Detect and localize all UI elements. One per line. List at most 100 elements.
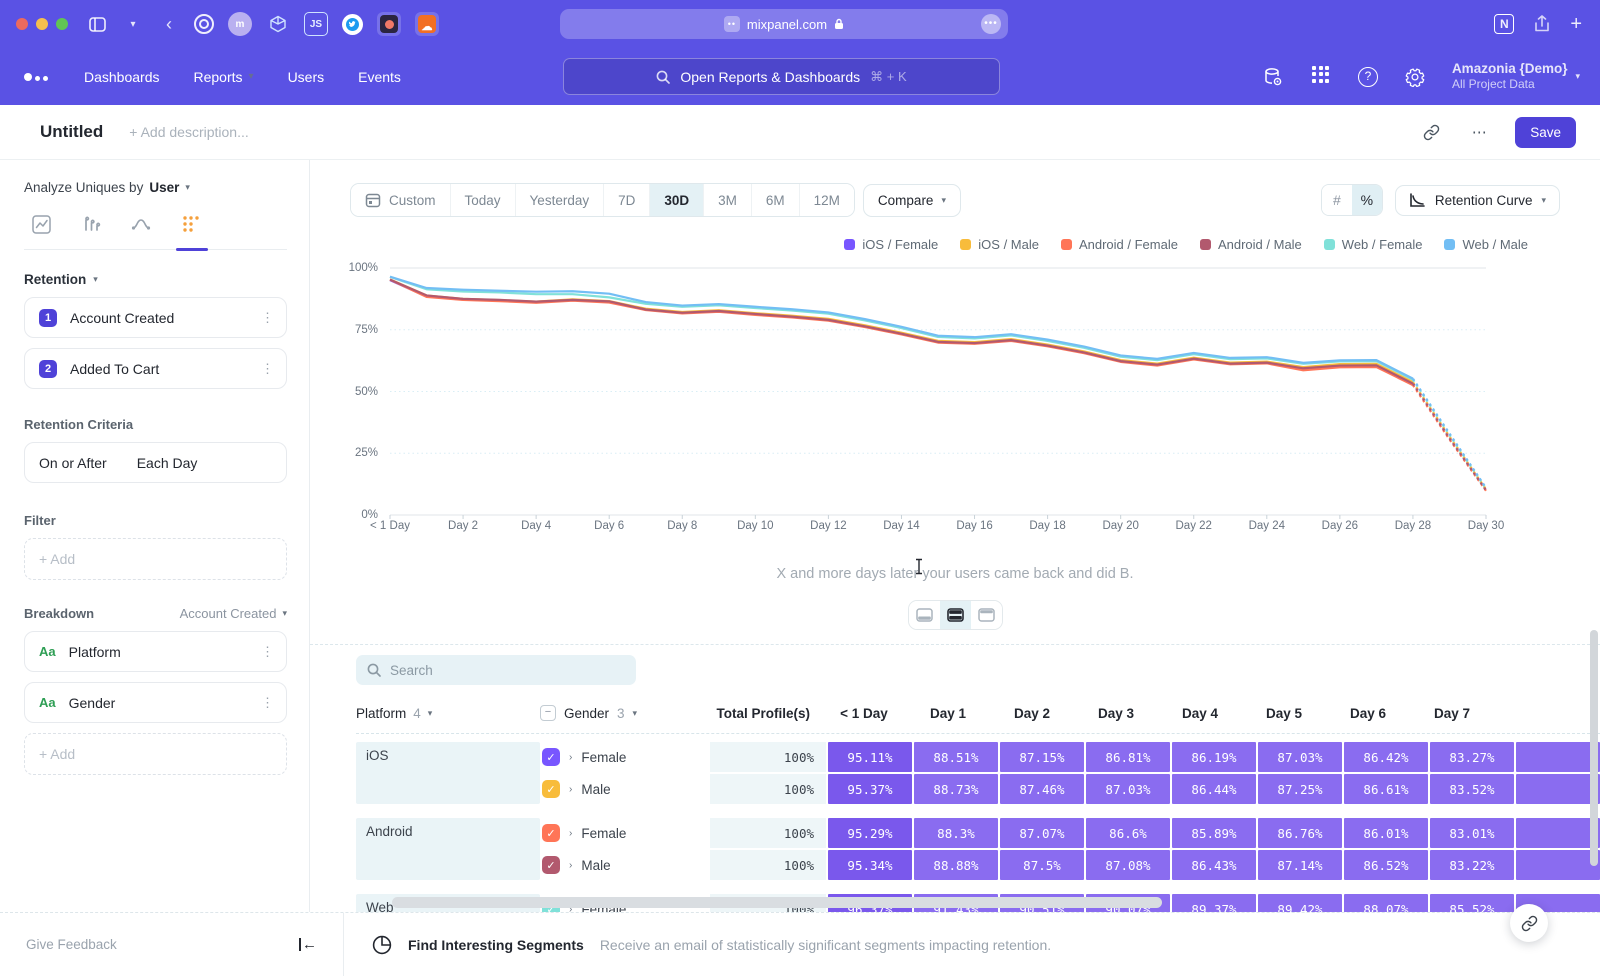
bird-icon[interactable]	[342, 13, 363, 35]
retention-value-cell[interactable]: 86.43%	[1172, 850, 1256, 880]
report-title[interactable]: Untitled	[40, 122, 104, 141]
retention-step-2[interactable]: 2 Added To Cart ⋮	[24, 348, 287, 389]
platform-column-header[interactable]: Platform 4 ▾	[356, 706, 540, 721]
series-line[interactable]	[389, 279, 1414, 384]
day-column-header[interactable]: Day 2	[1013, 705, 1051, 721]
expand-row-icon[interactable]: ›	[569, 903, 573, 915]
more-actions-button[interactable]: ⋯	[1471, 124, 1487, 141]
notion-icon[interactable]: N	[1494, 14, 1515, 34]
day-column-header[interactable]: Day 5	[1265, 705, 1303, 721]
platform-cell[interactable]: iOS	[356, 742, 540, 804]
gender-cell[interactable]: ✓ › Female	[542, 818, 708, 848]
tab-retention[interactable]	[174, 211, 208, 237]
nav-link-users[interactable]: Users	[287, 68, 325, 85]
gender-column-header[interactable]: − Gender 3 ▾	[540, 705, 706, 721]
day-column-header[interactable]: < 1 Day	[840, 705, 888, 721]
date-range-custom[interactable]: Custom	[351, 184, 451, 216]
series-checkbox[interactable]: ✓	[542, 856, 560, 874]
select-all-checkbox[interactable]: −	[540, 705, 556, 721]
share-icon[interactable]	[1534, 15, 1550, 33]
global-search-input[interactable]: Open Reports & Dashboards ⌘ + K	[563, 58, 1000, 95]
retention-value-cell[interactable]: 86.44%	[1172, 774, 1256, 804]
nav-link-reports[interactable]: Reports ▾	[193, 68, 254, 85]
nav-link-dashboards[interactable]: Dashboards	[84, 68, 160, 85]
give-feedback-link[interactable]: Give Feedback	[26, 937, 117, 952]
soundcloud-icon[interactable]: ☁	[415, 12, 439, 36]
apps-grid-icon[interactable]	[1310, 65, 1332, 88]
retention-value-cell[interactable]: 87.15%	[1000, 742, 1084, 772]
add-description-field[interactable]: + Add description...	[129, 124, 249, 140]
retention-value-cell[interactable]: 86.61%	[1344, 774, 1428, 804]
add-breakdown-button[interactable]: + Add	[24, 733, 287, 775]
expand-row-icon[interactable]: ›	[569, 751, 573, 763]
legend-item[interactable]: Android / Male	[1199, 237, 1302, 252]
gender-cell[interactable]: ✓ › Male	[542, 774, 708, 804]
date-range-7d[interactable]: 7D	[604, 184, 651, 216]
retention-value-cell[interactable]: 87.14%	[1258, 850, 1342, 880]
day-column-header[interactable]: Day 1	[929, 705, 967, 721]
date-range-12m[interactable]: 12M	[799, 184, 854, 216]
retention-criteria-card[interactable]: On or After Each Day	[24, 442, 287, 483]
help-icon[interactable]: ?	[1357, 66, 1378, 87]
date-range-30d[interactable]: 30D	[650, 184, 705, 216]
retention-value-cell[interactable]: 95.37%	[828, 774, 912, 804]
tab-funnels[interactable]	[74, 211, 108, 237]
total-profiles-header[interactable]: Total Profile(s)	[716, 705, 810, 721]
back-icon[interactable]: ‹	[166, 13, 172, 34]
criteria-each-day[interactable]: Each Day	[136, 454, 198, 471]
date-range-yesterday[interactable]: Yesterday	[515, 184, 605, 216]
collapse-sidebar-icon[interactable]: ←	[299, 936, 317, 953]
kebab-menu-icon[interactable]: ⋮	[261, 360, 274, 376]
legend-item[interactable]: Web / Female	[1323, 237, 1422, 252]
avatar-m-icon[interactable]: m	[228, 12, 252, 36]
chart-type-dropdown[interactable]: Retention Curve ▾	[1394, 184, 1560, 216]
retention-value-cell[interactable]: 86.6%	[1086, 818, 1170, 848]
gender-cell[interactable]: ✓ › Female	[542, 742, 708, 772]
mixpanel-ext-icon[interactable]	[377, 12, 401, 36]
date-range-today[interactable]: Today	[450, 184, 516, 216]
nav-link-events[interactable]: Events	[358, 68, 401, 85]
absolute-numbers-button[interactable]: #	[1321, 185, 1352, 215]
retention-value-cell[interactable]: 88.51%	[914, 742, 998, 772]
platform-cell[interactable]: Android	[356, 818, 540, 880]
share-link-fab[interactable]	[1510, 904, 1548, 942]
retention-value-cell[interactable]: 86.76%	[1258, 818, 1342, 848]
date-range-3m[interactable]: 3M	[704, 184, 752, 216]
project-switcher[interactable]: Amazonia {Demo} All Project Data ▾	[1452, 61, 1580, 93]
address-bar[interactable]: •• mixpanel.com •••	[560, 9, 1008, 39]
loop-icon[interactable]	[194, 14, 214, 34]
date-range-6m[interactable]: 6M	[751, 184, 800, 216]
breakdown-item-gender[interactable]: Aa Gender ⋮	[24, 682, 287, 723]
series-checkbox[interactable]: ✓	[542, 780, 560, 798]
retention-value-cell[interactable]: 95.34%	[828, 850, 912, 880]
copy-link-icon[interactable]	[1423, 124, 1443, 141]
layout-split-button[interactable]	[939, 601, 971, 629]
close-window-button[interactable]	[16, 18, 28, 30]
retention-section-label[interactable]: Retention	[24, 272, 87, 287]
gender-cell[interactable]: ✓ › Male	[542, 850, 708, 880]
legend-item[interactable]: iOS / Male	[960, 237, 1039, 252]
retention-value-cell[interactable]: 87.03%	[1086, 774, 1170, 804]
retention-value-cell[interactable]: 88.3%	[914, 818, 998, 848]
legend-item[interactable]: Web / Male	[1444, 237, 1528, 252]
retention-value-cell[interactable]: 87.07%	[1000, 818, 1084, 848]
retention-value-cell[interactable]: 87.46%	[1000, 774, 1084, 804]
series-checkbox[interactable]: ✓	[542, 748, 560, 766]
new-tab-icon[interactable]: +	[1570, 12, 1582, 35]
chevron-down-icon[interactable]: ▾	[130, 18, 136, 30]
data-management-icon[interactable]	[1262, 66, 1284, 88]
retention-value-cell[interactable]: 95.29%	[828, 818, 912, 848]
day-column-header[interactable]: Day 3	[1097, 705, 1135, 721]
series-line-incomplete[interactable]	[1412, 378, 1487, 489]
retention-value-cell[interactable]: 83.27%	[1430, 742, 1514, 772]
retention-value-cell[interactable]: 87.08%	[1086, 850, 1170, 880]
series-line[interactable]	[389, 278, 1414, 385]
page-actions-icon[interactable]: •••	[981, 14, 1001, 34]
day-column-header[interactable]: Day 6	[1349, 705, 1387, 721]
criteria-on-or-after[interactable]: On or After	[39, 454, 107, 471]
retention-value-cell[interactable]: 86.19%	[1172, 742, 1256, 772]
add-filter-button[interactable]: + Add	[24, 538, 287, 580]
expand-row-icon[interactable]: ›	[569, 783, 573, 795]
percent-numbers-button[interactable]: %	[1351, 185, 1382, 215]
series-line[interactable]	[389, 275, 1414, 380]
